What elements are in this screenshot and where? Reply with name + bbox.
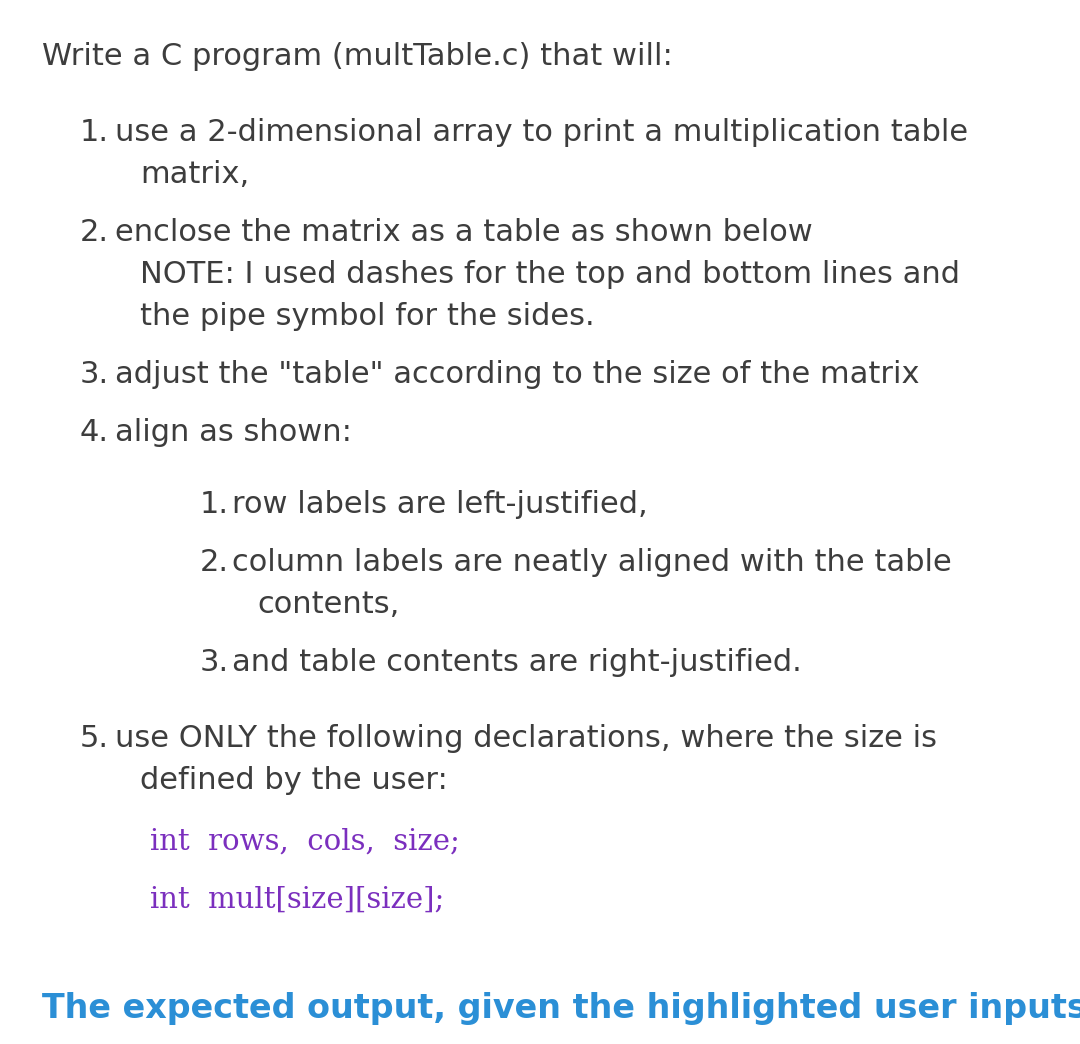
Text: contents,: contents, xyxy=(257,590,400,619)
Text: the pipe symbol for the sides.: the pipe symbol for the sides. xyxy=(140,302,595,331)
Text: 3.: 3. xyxy=(80,360,109,389)
Text: 1.: 1. xyxy=(80,118,109,147)
Text: Write a C program (multTable.c) that will:: Write a C program (multTable.c) that wil… xyxy=(42,42,673,71)
Text: 3.: 3. xyxy=(200,648,229,677)
Text: defined by the user:: defined by the user: xyxy=(140,766,448,794)
Text: 1.: 1. xyxy=(200,490,229,519)
Text: 4.: 4. xyxy=(80,418,109,447)
Text: column labels are neatly aligned with the table: column labels are neatly aligned with th… xyxy=(232,548,951,577)
Text: 2.: 2. xyxy=(80,218,109,247)
Text: adjust the "table" according to the size of the matrix: adjust the "table" according to the size… xyxy=(114,360,919,389)
Text: use ONLY the following declarations, where the size is: use ONLY the following declarations, whe… xyxy=(114,723,937,753)
Text: and table contents are right-justified.: and table contents are right-justified. xyxy=(232,648,801,677)
Text: int  mult[size][size];: int mult[size][size]; xyxy=(150,886,444,914)
Text: int  rows,  cols,  size;: int rows, cols, size; xyxy=(150,828,460,856)
Text: row labels are left-justified,: row labels are left-justified, xyxy=(232,490,648,519)
Text: matrix,: matrix, xyxy=(140,160,249,189)
Text: enclose the matrix as a table as shown below: enclose the matrix as a table as shown b… xyxy=(114,218,813,247)
Text: align as shown:: align as shown: xyxy=(114,418,352,447)
Text: NOTE: I used dashes for the top and bottom lines and: NOTE: I used dashes for the top and bott… xyxy=(140,260,960,289)
Text: 2.: 2. xyxy=(200,548,229,577)
Text: 5.: 5. xyxy=(80,723,109,753)
Text: use a 2-dimensional array to print a multiplication table: use a 2-dimensional array to print a mul… xyxy=(114,118,968,147)
Text: The expected output, given the highlighted user inputs:: The expected output, given the highlight… xyxy=(42,992,1080,1025)
